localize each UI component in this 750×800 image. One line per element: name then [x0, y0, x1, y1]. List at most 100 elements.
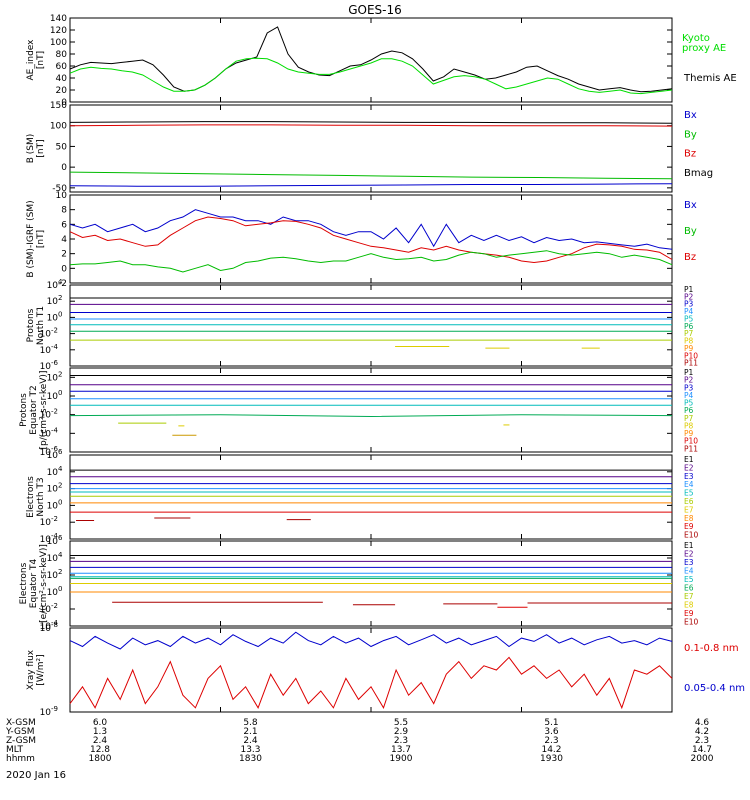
y-tick-label: 0	[61, 98, 67, 108]
y-tick-label: 0	[61, 163, 67, 173]
panel-frame	[69, 454, 673, 540]
legend-entry: Bz	[684, 252, 696, 263]
y-tick-label: 100	[50, 38, 67, 48]
legend-entry: P9	[684, 429, 694, 438]
series-bx	[69, 209, 673, 250]
y-tick-label: -50	[52, 184, 67, 194]
panel-frame	[69, 104, 673, 193]
orbit-cell: 5.8	[243, 718, 258, 728]
y-axis-label: AE_index	[26, 39, 36, 81]
legend-entry: P5	[684, 314, 694, 323]
legend-entry: P1	[684, 285, 694, 294]
series-bx	[69, 183, 673, 187]
y-tick-label: 120	[50, 26, 67, 36]
series-themis-ae	[69, 26, 673, 93]
y-tick-label: 8	[61, 206, 67, 216]
legend-entry: Bz	[684, 149, 696, 160]
y-tick-label: 100	[47, 310, 63, 323]
legend-entry: Bmag	[684, 168, 713, 179]
plot-title: GOES-16	[348, 3, 402, 17]
legend-entry: Kyoto	[682, 33, 710, 44]
y-tick-label: 6	[61, 220, 67, 230]
series-by	[69, 171, 673, 180]
y-tick-label: 40	[56, 74, 68, 84]
orbit-row-label: Z-GSM	[6, 736, 36, 746]
panel-frame	[69, 367, 673, 453]
legend-entry: P8	[684, 337, 694, 346]
y-tick-label: 60	[56, 62, 68, 72]
y-axis-label: [nT]	[36, 51, 46, 69]
legend-entry: E7	[684, 592, 694, 601]
legend-entry: P2	[684, 376, 694, 385]
y-axis-label: [e/(cm²-s-sr-keV)]	[39, 544, 49, 623]
y-tick-label: 104	[47, 551, 63, 564]
orbit-cell: 1830	[239, 754, 262, 764]
orbit-cell: 2.9	[394, 727, 409, 737]
orbit-cell: 14.2	[541, 745, 561, 755]
legend-entry: P11	[684, 444, 698, 453]
panel-ae: 0 20 40 60 80 100 120 140 AE_index [nT] Kyotoproxy…	[26, 14, 737, 108]
legend-entry: E2	[684, 550, 694, 559]
orbit-table: X-GSM 6.0 5.8 5.5 5.1 4.6 Y-GSM 1.3 2.1 2.9 3.6 4.2…	[5, 718, 714, 764]
y-tick-label: 100	[50, 122, 67, 132]
legend-entry: E9	[684, 609, 694, 618]
legend-entry: E1	[684, 541, 694, 550]
orbit-cell: 1900	[390, 754, 413, 764]
orbit-cell: 5.1	[544, 718, 558, 728]
y-tick-label: 10	[56, 191, 68, 201]
y-tick-label: -2	[58, 279, 67, 289]
legend-entry: 0.1-0.8 nm	[684, 643, 739, 654]
orbit-cell: 2.4	[93, 736, 108, 746]
legend-entry: E6	[684, 497, 694, 506]
panel-frame	[69, 284, 673, 367]
legend-entry: P3	[684, 300, 694, 309]
y-axis-label: [W/m²]	[36, 654, 46, 685]
legend-entry: P8	[684, 421, 694, 430]
legend-entry: proxy AE	[682, 43, 726, 54]
y-axis-label: Protons	[26, 308, 36, 342]
orbit-row-label: MLT	[6, 745, 24, 755]
legend-entry: P10	[684, 351, 698, 360]
y-tick-label: 102	[47, 294, 63, 307]
panel-bigrf: -2 0 2 4 6 8 10 B (SM)-IGRF (SM) [nT] Bx By Bz	[26, 191, 697, 289]
y-axis-label: Electrons	[26, 476, 36, 518]
panel-frame	[69, 627, 673, 713]
series-0-05-0-4-nm	[69, 656, 673, 710]
y-tick-label: 10-9	[40, 705, 58, 718]
series-by	[69, 250, 673, 273]
legend-entry: P1	[684, 368, 694, 377]
legend-entry: E2	[684, 463, 694, 472]
y-axis-label: North T1	[36, 306, 46, 345]
orbit-cell: 1930	[540, 754, 563, 764]
orbit-cell: 2.1	[243, 727, 257, 737]
legend-entry: E10	[684, 531, 699, 540]
y-axis-label: Xray flux	[26, 649, 36, 690]
y-tick-label: 0	[61, 264, 67, 274]
series-0-1-0-8-nm	[69, 631, 673, 650]
legend-entry: P11	[684, 359, 698, 368]
y-tick-label: 2	[61, 250, 67, 260]
orbit-cell: 12.8	[90, 745, 110, 755]
series-bz	[69, 216, 673, 264]
legend-entry: E4	[684, 480, 694, 489]
y-tick-label: 150	[50, 101, 67, 111]
orbit-cell: 4.2	[695, 727, 709, 737]
legend-entry: P6	[684, 406, 694, 415]
date-label: 2020 Jan 16	[6, 770, 66, 781]
y-tick-label: 50	[56, 142, 68, 152]
y-tick-label: 140	[50, 14, 67, 24]
orbit-cell: 4.6	[695, 718, 710, 728]
y-tick-label: 4	[61, 235, 67, 245]
legend-entry: P6	[684, 322, 694, 331]
legend-entry: Bx	[684, 200, 697, 211]
legend-entry: P3	[684, 383, 694, 392]
y-axis-label: Equator T2	[29, 385, 39, 434]
y-axis-label: B (SM)-IGRF (SM)	[26, 200, 36, 277]
orbit-row-label: X-GSM	[6, 718, 36, 728]
legend-entry: P7	[684, 329, 694, 338]
